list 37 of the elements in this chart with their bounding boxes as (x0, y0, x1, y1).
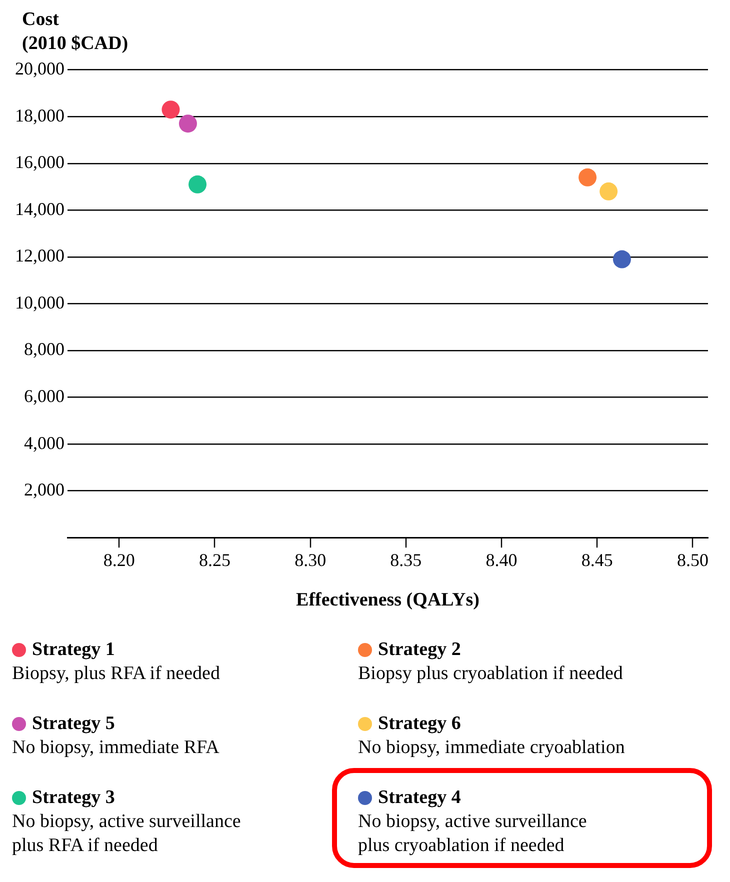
legend-label: Strategy 6 (378, 712, 461, 736)
y-tick-label: 4,000 (24, 432, 64, 453)
text: No biopsy, immediate cryoablation (358, 736, 626, 760)
y-tick-label: 8,000 (24, 339, 64, 360)
x-tick-label: 8.30 (294, 550, 326, 570)
legend-label: Strategy 1 (32, 638, 115, 662)
text: Biopsy plus cryoablation if needed (358, 662, 624, 686)
legend-label: Strategy 3 (32, 786, 115, 810)
text: Biopsy, plus RFA if needed (12, 662, 221, 686)
point (178, 114, 197, 133)
point (188, 175, 207, 194)
x-axis-title: Effectiveness (QALYs) (296, 590, 480, 611)
y-axis-title: Cost (2010 $CAD) (22, 8, 130, 56)
y-tick-label: 14,000 (15, 198, 64, 219)
x-tick-label: 8.50 (676, 550, 708, 570)
legend-label: Strategy 2 (378, 638, 461, 662)
x-tick-label: 8.35 (390, 550, 422, 570)
x-tick-label: 8.40 (486, 550, 518, 570)
text: No biopsy, active surveillance plus cryoablation if needed (358, 810, 588, 858)
y-tick-label: 12,000 (15, 246, 64, 266)
y-tick-label: 16,000 (15, 152, 64, 172)
legend-label: Strategy 5 (32, 712, 115, 736)
point (578, 168, 597, 186)
y-tick-label: 2,000 (24, 480, 64, 500)
x-tick-label: 8.20 (103, 550, 135, 570)
y-tick-label: 6,000 (24, 386, 64, 406)
point (600, 182, 618, 200)
text: No biopsy, active surveillance plus RFA if needed (12, 810, 242, 858)
x-tick-label: 8.45 (581, 550, 613, 570)
y-tick-label: 20,000 (15, 58, 64, 79)
y-tick-label: 18,000 (15, 105, 64, 126)
y-tick-label: 10,000 (15, 292, 64, 312)
text: No biopsy, immediate RFA (12, 736, 220, 760)
point (612, 250, 631, 268)
legend-label: Strategy 4 (378, 786, 461, 810)
point (162, 100, 180, 119)
x-tick-label: 8.25 (198, 550, 230, 570)
